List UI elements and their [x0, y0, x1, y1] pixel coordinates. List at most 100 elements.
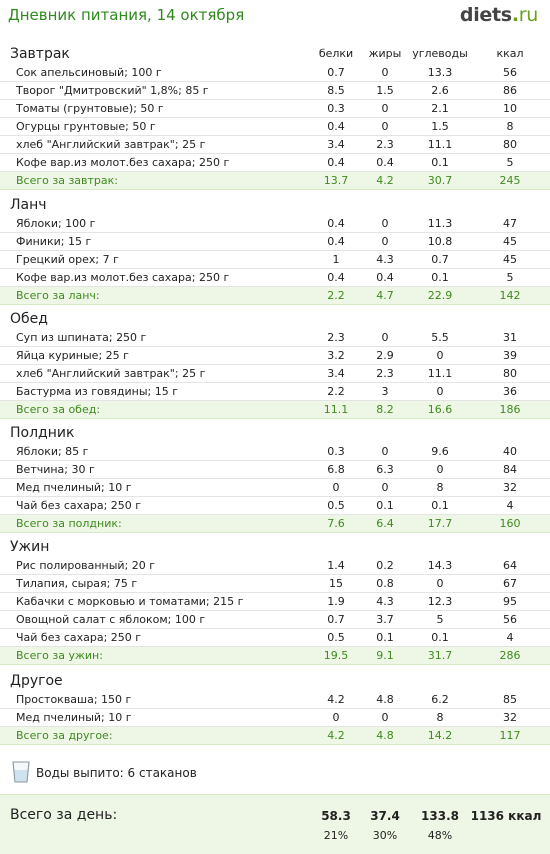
meal-total-row: Всего за полдник: 7.6 6.4 17.7 160: [0, 515, 550, 533]
value-kcal: 4: [506, 499, 514, 512]
food-row[interactable]: Простокваша; 150 г 4.2 4.8 6.2 85: [0, 691, 550, 709]
food-name: Яйца куриные; 25 г: [16, 349, 129, 362]
food-row[interactable]: Сок апельсиновый; 100 г 0.7 0 13.3 56: [0, 64, 550, 82]
value-kcal: 4: [506, 631, 514, 644]
food-row[interactable]: Творог "Дмитровский" 1,8%; 85 г 8.5 1.5 2.6…: [0, 82, 550, 100]
food-row[interactable]: Рис полированный; 20 г 1.4 0.2 14.3 64: [0, 557, 550, 575]
value-fat: 4.8: [376, 693, 394, 706]
food-row[interactable]: Грецкий орех; 7 г 1 4.3 0.7 45: [0, 251, 550, 269]
site-logo[interactable]: diets.ru: [460, 4, 538, 26]
value-protein: 1: [332, 253, 340, 266]
food-row[interactable]: хлеб "Английский завтрак"; 25 г 3.4 2.3 11.…: [0, 365, 550, 383]
food-row[interactable]: Тилапия, сырая; 75 г 15 0.8 0 67: [0, 575, 550, 593]
value-carbs: 0.7: [431, 253, 449, 266]
value-kcal: 56: [503, 66, 517, 79]
value-fat: 6.3: [376, 463, 394, 476]
value-carbs: 10.8: [427, 235, 453, 248]
logo-dot: .: [511, 4, 519, 26]
meal-header: Завтрак белки жиры углеводы ккал: [0, 45, 550, 64]
value-kcal: 142: [499, 289, 521, 302]
value-kcal: 56: [503, 613, 517, 626]
value-carbs: 31.7: [427, 649, 453, 662]
day-total-fat: 37.4: [370, 809, 400, 823]
value-carbs: 0: [436, 349, 444, 362]
value-carbs: 12.3: [427, 595, 453, 608]
value-fat: 8.2: [376, 403, 394, 416]
value-fat: 6.4: [376, 517, 394, 530]
food-row[interactable]: Чай без сахара; 250 г 0.5 0.1 0.1 4: [0, 497, 550, 515]
value-fat: 4.3: [376, 595, 394, 608]
meal-section: Другое Простокваша; 150 г 4.2 4.8 6.2 85 Мед п…: [0, 672, 550, 745]
food-row[interactable]: Яблоки; 100 г 0.4 0 11.3 47: [0, 215, 550, 233]
value-protein: 2.2: [327, 385, 345, 398]
food-name: Ветчина; 30 г: [16, 463, 95, 476]
value-protein: 0: [332, 481, 340, 494]
value-fat: 0.1: [376, 499, 394, 512]
food-row[interactable]: Мед пчелиный; 10 г 0 0 8 32: [0, 479, 550, 497]
food-row[interactable]: Овощной салат с яблоком; 100 г 0.7 3.7 5 56: [0, 611, 550, 629]
value-fat: 0.4: [376, 156, 394, 169]
food-name: Яблоки; 100 г: [16, 217, 96, 230]
food-row[interactable]: Кофе вар.из молот.без сахара; 250 г 0.4 0.…: [0, 269, 550, 287]
food-row[interactable]: Яйца куриные; 25 г 3.2 2.9 0 39: [0, 347, 550, 365]
day-fat-percent: 30%: [372, 829, 398, 842]
value-carbs: 0.1: [431, 631, 449, 644]
value-protein: 0.4: [327, 217, 345, 230]
value-kcal: 80: [503, 367, 517, 380]
value-kcal: 47: [503, 217, 517, 230]
value-protein: 13.7: [323, 174, 349, 187]
value-kcal: 45: [503, 253, 517, 266]
value-protein: 3.4: [327, 138, 345, 151]
value-fat: 0: [381, 217, 389, 230]
day-total-label: Всего за день:: [10, 807, 118, 823]
food-name: Простокваша; 150 г: [16, 693, 132, 706]
value-protein: 3.4: [327, 367, 345, 380]
food-row[interactable]: Финики; 15 г 0.4 0 10.8 45: [0, 233, 550, 251]
value-kcal: 32: [503, 711, 517, 724]
value-carbs: 11.1: [427, 367, 453, 380]
meal-header: Другое: [0, 672, 550, 691]
value-kcal: 5: [506, 156, 514, 169]
food-row[interactable]: Кофе вар.из молот.без сахара; 250 г 0.4 0.…: [0, 154, 550, 172]
food-name: Чай без сахара; 250 г: [16, 499, 142, 512]
value-carbs: 8: [436, 481, 444, 494]
food-row[interactable]: Мед пчелиный; 10 г 0 0 8 32: [0, 709, 550, 727]
meal-total-row: Всего за ужин: 19.5 9.1 31.7 286: [0, 647, 550, 665]
value-protein: 19.5: [323, 649, 349, 662]
value-carbs: 14.3: [427, 559, 453, 572]
food-name: Томаты (грунтовые); 50 г: [16, 102, 164, 115]
food-row[interactable]: Томаты (грунтовые); 50 г 0.3 0 2.1 10: [0, 100, 550, 118]
value-kcal: 186: [499, 403, 521, 416]
value-fat: 0: [381, 331, 389, 344]
value-fat: 2.3: [376, 367, 394, 380]
food-row[interactable]: Чай без сахара; 250 г 0.5 0.1 0.1 4: [0, 629, 550, 647]
day-total-carbs: 133.8: [421, 809, 459, 823]
column-header-protein: белки: [318, 47, 354, 60]
value-kcal: 39: [503, 349, 517, 362]
food-row[interactable]: Бастурма из говядины; 15 г 2.2 3 0 36: [0, 383, 550, 401]
water-text: Воды выпито: 6 стаканов: [36, 766, 197, 780]
value-protein: 0.4: [327, 271, 345, 284]
meal-header: Полдник: [0, 424, 550, 443]
day-total: Всего за день: 58.3 37.4 133.8 1136 ккал…: [0, 794, 550, 854]
food-row[interactable]: Суп из шпината; 250 г 2.3 0 5.5 31: [0, 329, 550, 347]
food-row[interactable]: хлеб "Английский завтрак"; 25 г 3.4 2.3 11.…: [0, 136, 550, 154]
food-row[interactable]: Яблоки; 85 г 0.3 0 9.6 40: [0, 443, 550, 461]
page-title: Дневник питания, 14 октября: [8, 6, 245, 24]
food-row[interactable]: Ветчина; 30 г 6.8 6.3 0 84: [0, 461, 550, 479]
value-protein: 0.3: [327, 445, 345, 458]
food-row[interactable]: Кабачки с морковью и томатами; 215 г 1.9 4…: [0, 593, 550, 611]
value-carbs: 0.1: [431, 156, 449, 169]
meal-total-row: Всего за завтрак: 13.7 4.2 30.7 245: [0, 172, 550, 190]
value-protein: 6.8: [327, 463, 345, 476]
value-protein: 15: [329, 577, 343, 590]
value-protein: 2.2: [327, 289, 345, 302]
value-fat: 0.1: [376, 631, 394, 644]
value-carbs: 6.2: [431, 693, 449, 706]
value-protein: 1.4: [327, 559, 345, 572]
food-row[interactable]: Огурцы грунтовые; 50 г 0.4 0 1.5 8: [0, 118, 550, 136]
meal-section: Ланч Яблоки; 100 г 0.4 0 11.3 47 Финики; 15 г 0…: [0, 196, 550, 305]
value-kcal: 160: [499, 517, 521, 530]
value-carbs: 0.1: [431, 499, 449, 512]
value-carbs: 2.6: [431, 84, 449, 97]
